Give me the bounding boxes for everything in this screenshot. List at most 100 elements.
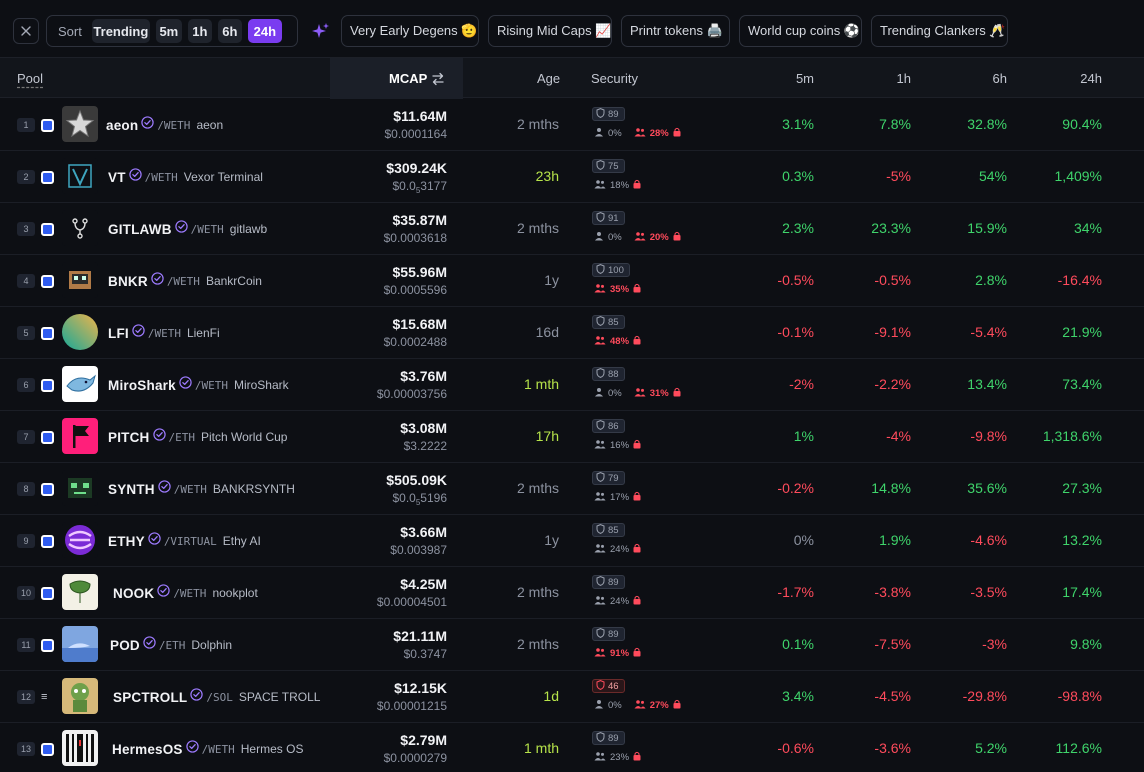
token-avatar — [62, 314, 98, 350]
table-row[interactable]: 13 HermesOS/WETH Hermes OS $2.79M $0.0000279… — [0, 723, 1144, 772]
security-score-badge[interactable]: 89 — [592, 107, 625, 121]
sort-24h-button[interactable]: 24h — [247, 19, 282, 43]
token-name-line[interactable]: aeon/WETH aeon — [106, 116, 223, 134]
close-button[interactable] — [13, 18, 39, 44]
header-24h[interactable]: 24h — [1080, 71, 1102, 86]
sparkle-icon[interactable] — [311, 21, 331, 41]
market-cap: $4.25M — [400, 576, 447, 592]
security-score-badge[interactable]: 75 — [592, 159, 625, 173]
security-score-badge[interactable]: 79 — [592, 471, 625, 485]
security-score-badge[interactable]: 88 — [592, 367, 625, 381]
header-mcap[interactable]: MCAP — [389, 71, 428, 86]
table-row[interactable]: 1 aeon/WETH aeon $11.64M $0.0001164 2 mths 89 0… — [0, 99, 1144, 151]
header-1h[interactable]: 1h — [896, 71, 911, 86]
token-name-line[interactable]: LFI/WETH LienFi — [108, 324, 220, 342]
security-score-badge[interactable]: 89 — [592, 731, 625, 745]
preset-very-early-degens[interactable]: Very Early Degens 🫡 — [341, 15, 479, 47]
token-name-line[interactable]: POD/ETH Dolphin — [110, 636, 232, 654]
swap-icon[interactable] — [430, 71, 446, 87]
header-age[interactable]: Age — [537, 71, 561, 86]
pool-age: 1d — [543, 688, 559, 704]
preset-world-cup-coins[interactable]: World cup coins ⚽ — [739, 15, 862, 47]
table-row[interactable]: 10 NOOK/WETH nookplot $4.25M $0.00004501 2 mt… — [0, 567, 1144, 619]
sort-1h-button[interactable]: 1h — [187, 19, 212, 43]
table-row[interactable]: 12 ≡ SPCTROLL/SOL SPACE TROLL $12.15K $0.0000… — [0, 671, 1144, 723]
security-score: 88 — [608, 368, 619, 380]
token-full-name: Vexor Terminal — [183, 170, 263, 184]
security-score-badge[interactable]: 89 — [592, 575, 625, 589]
token-avatar — [62, 210, 98, 246]
header-security[interactable]: Security — [591, 71, 638, 86]
market-cap: $309.24K — [386, 160, 447, 176]
lock-icon — [633, 543, 641, 556]
rank-badge: 5 — [17, 326, 35, 340]
price-zero-count: 5 — [415, 186, 421, 195]
sort-trending-button[interactable]: Trending — [91, 19, 150, 43]
token-name-line[interactable]: GITLAWB/WETH gitlawb — [108, 220, 267, 238]
sort-5m-button[interactable]: 5m — [155, 19, 182, 43]
token-name-line[interactable]: SPCTROLL/SOL SPACE TROLL — [113, 688, 320, 706]
token-name-line[interactable]: MiroShark/WETH MiroShark — [108, 376, 289, 394]
base-chain-icon — [41, 483, 54, 496]
security-score-badge[interactable]: 85 — [592, 523, 625, 537]
change-6h: 32.8% — [967, 116, 1007, 132]
header-6h[interactable]: 6h — [992, 71, 1007, 86]
token-name-line[interactable]: PITCH/ETH Pitch World Cup — [108, 428, 287, 446]
token-name-line[interactable]: BNKR/WETH BankrCoin — [108, 272, 262, 290]
table-row[interactable]: 2 VT/WETH Vexor Terminal $309.24K $0.053177 2… — [0, 151, 1144, 203]
header-5m[interactable]: 5m — [795, 71, 814, 86]
token-name-line[interactable]: VT/WETH Vexor Terminal — [108, 168, 263, 186]
sort-6h-button[interactable]: 6h — [217, 19, 242, 43]
lock-icon — [673, 387, 681, 400]
header-pool[interactable]: Pool — [17, 71, 44, 86]
token-name-line[interactable]: HermesOS/WETH Hermes OS — [112, 740, 303, 758]
table-row[interactable]: 4 BNKR/WETH BankrCoin $55.96M $0.0005596 1y 10… — [0, 255, 1144, 307]
user-icon — [594, 231, 604, 244]
preset-rising-mid-caps[interactable]: Rising Mid Caps 📈 — [488, 15, 612, 47]
security-details: 35% — [594, 282, 641, 296]
security-score-badge[interactable]: 91 — [592, 211, 625, 225]
security-score-badge[interactable]: 86 — [592, 419, 625, 433]
change-1h: -2.2% — [874, 376, 911, 392]
change-6h: 35.6% — [967, 480, 1007, 496]
token-avatar — [62, 106, 98, 142]
token-name-line[interactable]: NOOK/WETH nookplot — [113, 584, 258, 602]
security-score-badge[interactable]: 85 — [592, 315, 625, 329]
token-price: $0.0005596 — [384, 283, 447, 297]
preset-printr-tokens[interactable]: Printr tokens 🖨️ — [621, 15, 730, 47]
holders-icon — [594, 491, 606, 504]
change-1h: 14.8% — [871, 480, 911, 496]
table-row[interactable]: 5 LFI/WETH LienFi $15.68M $0.0002488 16d 85 48%… — [0, 307, 1144, 359]
security-score-badge[interactable]: 46 — [592, 679, 625, 693]
token-full-name: MiroShark — [233, 378, 289, 392]
user-icon — [594, 699, 604, 712]
token-pair: /WETH — [173, 586, 207, 600]
token-name-line[interactable]: SYNTH/WETH BANKRSYNTH — [108, 480, 295, 498]
table-row[interactable]: 6 MiroShark/WETH MiroShark $3.76M $0.0000375… — [0, 359, 1144, 411]
lock-icon — [673, 231, 681, 244]
security-score-badge[interactable]: 89 — [592, 627, 625, 641]
security-score: 89 — [608, 732, 619, 744]
price-value: $0.00001215 — [376, 699, 447, 713]
table-row[interactable]: 3 GITLAWB/WETH gitlawb $35.87M $0.0003618 2 m… — [0, 203, 1144, 255]
table-row[interactable]: 11 POD/ETH Dolphin $21.11M $0.3747 2 mths 89 91… — [0, 619, 1144, 671]
change-1h: -9.1% — [874, 324, 911, 340]
token-symbol: VT — [108, 169, 126, 185]
security-score-badge[interactable]: 100 — [592, 263, 630, 277]
table-row[interactable]: 7 PITCH/ETH Pitch World Cup $3.08M $3.2222 17… — [0, 411, 1144, 463]
token-name-line[interactable]: ETHY/VIRTUAL Ethy AI — [108, 532, 261, 550]
token-avatar — [62, 522, 98, 558]
change-5m: 1% — [793, 428, 814, 444]
preset-trending-clankers[interactable]: Trending Clankers 🥂 — [871, 15, 1008, 47]
table-row[interactable]: 8 SYNTH/WETH BANKRSYNTH $505.09K $0.055196 2 … — [0, 463, 1144, 515]
base-chain-icon — [41, 379, 54, 392]
security-details: 0% 20% — [594, 230, 681, 244]
shield-icon — [596, 211, 605, 225]
price-zero-count: 5 — [415, 498, 421, 507]
table-row[interactable]: 9 ETHY/VIRTUAL Ethy AI $3.66M $0.003987 1y 85 2… — [0, 515, 1144, 567]
holders-icon — [594, 283, 606, 296]
base-chain-icon — [41, 171, 54, 184]
shield-icon — [596, 263, 605, 277]
base-chain-icon — [41, 587, 54, 600]
base-chain-icon — [41, 275, 54, 288]
